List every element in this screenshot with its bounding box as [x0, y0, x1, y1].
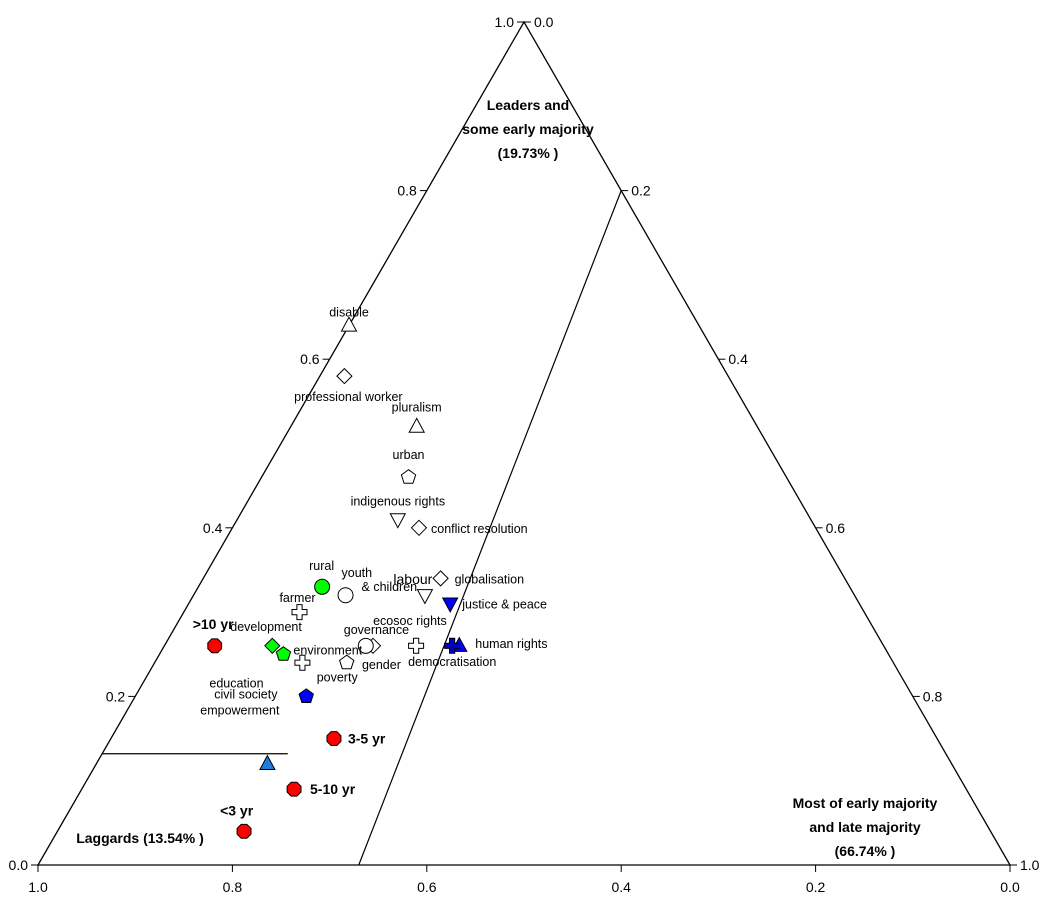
- bottom-tick-label: 0.0: [1000, 879, 1020, 895]
- triangle-outline: [36, 20, 1012, 866]
- point-label: & children: [362, 580, 418, 594]
- right-tick-label: 0.2: [631, 183, 651, 199]
- point-label: rural: [309, 559, 334, 573]
- point-civil-society-empowerment: [298, 688, 314, 703]
- point-label: governance: [344, 623, 409, 637]
- bottom-tick-label: 0.6: [417, 879, 437, 895]
- point-label: globalisation: [455, 572, 525, 586]
- point-label: gender: [362, 658, 401, 672]
- point-farmer: [291, 604, 308, 621]
- bottom-tick-label: 0.4: [611, 879, 631, 895]
- region-labels: Leaders and some early majority (19.73% ) L…: [76, 97, 937, 859]
- point-label: empowerment: [200, 703, 280, 717]
- point-label: <3 yr: [220, 802, 254, 818]
- data-points: [207, 316, 468, 839]
- point-label: 3-5 yr: [348, 731, 386, 747]
- point-ecosoc-rights: [408, 637, 425, 654]
- point-globalisation: [432, 570, 449, 587]
- point-label: justice & peace: [461, 598, 547, 612]
- point-development: [264, 637, 281, 655]
- left-tick-label: 0.2: [106, 688, 126, 704]
- point-professional-worker: [336, 367, 353, 385]
- left-tick-label: 0.0: [9, 857, 29, 873]
- right-tick-label: 0.6: [826, 520, 846, 536]
- point-label: education: [209, 677, 263, 691]
- triangle-frame: [36, 20, 1012, 866]
- point-label: >10 yr: [193, 616, 234, 632]
- right-tick-label: 1.0: [1020, 857, 1040, 873]
- point-urban: [400, 469, 417, 484]
- point-label: professional worker: [294, 390, 402, 404]
- point-label: pluralism: [392, 401, 442, 415]
- point-indigenous-rights: [389, 513, 407, 529]
- point-democratisation: [444, 637, 461, 654]
- laggards-boundary-hidden: [288, 754, 359, 865]
- point-label: 5-10 yr: [310, 781, 356, 797]
- point-rural: [314, 578, 331, 595]
- point-environment: [275, 646, 292, 661]
- right-tick-label: 0.4: [728, 351, 748, 367]
- point-conflict-resolution: [410, 519, 428, 537]
- point-youth-children: [337, 587, 354, 604]
- point-label: conflict resolution: [431, 522, 528, 536]
- point-label: civil society: [214, 687, 278, 701]
- region-label-leaders: (19.73% ): [498, 145, 559, 161]
- point-3-yr: [236, 823, 252, 839]
- left-tick-label: 1.0: [495, 14, 515, 30]
- point-labour: [416, 589, 434, 605]
- axis-ticks: 1.0 0.8 0.6 0.4 0.2 0.00.00.20.40.60.81.0 0.00…: [9, 14, 1040, 895]
- region-label-leaders: some early majority: [462, 121, 594, 137]
- point-justice-peace: [441, 597, 459, 613]
- point-label: human rights: [475, 637, 547, 651]
- point-unlabeled: [259, 754, 276, 770]
- point-label: urban: [393, 448, 425, 462]
- region-label-majority: and late majority: [809, 819, 920, 835]
- point-label: development: [230, 620, 302, 634]
- bottom-tick-label: 0.8: [223, 879, 243, 895]
- point-education: [294, 654, 311, 671]
- region-label-laggards: Laggards (13.54% ): [76, 830, 204, 846]
- point-label: ecosoc rights: [373, 614, 447, 628]
- bottom-tick-label: 1.0: [28, 879, 48, 895]
- point-label: disable: [329, 305, 369, 319]
- region-label-leaders: Leaders and: [487, 97, 569, 113]
- point-label: poverty: [317, 671, 359, 685]
- left-tick-label: 0.8: [397, 183, 417, 199]
- left-tick-label: 0.6: [300, 351, 320, 367]
- point-label: environment: [293, 643, 362, 657]
- right-tick-label: 0.0: [534, 14, 554, 30]
- point-3-5-yr: [326, 731, 342, 746]
- majority-boundary-line: [358, 190, 622, 866]
- point-10-yr: [207, 638, 223, 654]
- bottom-tick-label: 0.2: [806, 879, 826, 895]
- point-governance: [357, 637, 374, 654]
- point-label: youth: [342, 566, 373, 580]
- left-tick-label: 0.4: [203, 520, 223, 536]
- point-pluralism: [408, 417, 426, 433]
- point-label: farmer: [279, 591, 315, 605]
- right-tick-label: 0.8: [923, 688, 943, 704]
- point-label: labour: [393, 571, 432, 587]
- point-disable: [340, 316, 358, 332]
- point-5-10-yr: [286, 781, 302, 797]
- point-label: indigenous rights: [351, 494, 446, 508]
- point-poverty: [339, 654, 355, 670]
- point-label: democratisation: [408, 655, 496, 669]
- region-label-majority: Most of early majority: [793, 795, 938, 811]
- region-label-majority: (66.74% ): [835, 843, 896, 859]
